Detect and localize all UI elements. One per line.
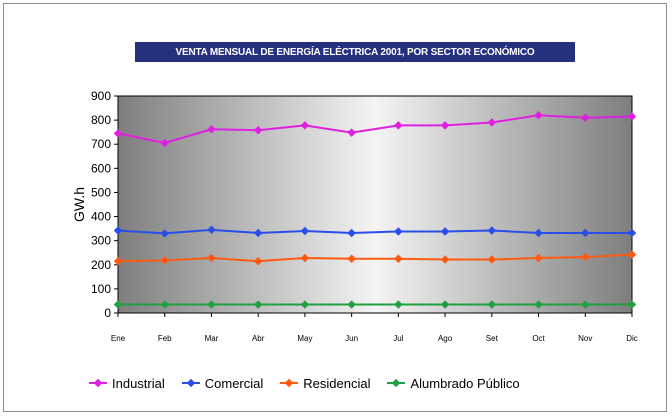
data-point xyxy=(253,125,263,135)
legend-label: Residencial xyxy=(303,375,371,391)
x-tick-label: Jul xyxy=(393,334,403,343)
x-tick-label: Nov xyxy=(578,334,592,343)
data-point xyxy=(440,227,450,236)
legend-item: Industrial xyxy=(88,376,165,391)
legend-item: Residencial xyxy=(279,376,370,391)
data-point xyxy=(534,300,543,309)
data-point xyxy=(487,118,497,127)
x-tick-label: May xyxy=(297,334,312,343)
series-line xyxy=(117,253,633,263)
data-point xyxy=(207,125,216,134)
data-point xyxy=(113,256,123,266)
x-tick-label: Mar xyxy=(205,334,219,343)
legend-swatch xyxy=(181,378,200,388)
data-point xyxy=(207,225,216,235)
y-axis-label: GW.h xyxy=(71,187,87,222)
data-point xyxy=(253,300,263,309)
data-point xyxy=(487,300,497,309)
legend-swatch xyxy=(387,378,406,388)
data-point xyxy=(253,256,263,266)
data-point xyxy=(253,228,263,238)
data-point xyxy=(581,300,590,309)
data-point xyxy=(394,227,403,236)
legend-item: Alumbrado Público xyxy=(386,375,520,391)
chart-title: VENTA MENSUAL DE ENERGÍA ELÉCTRICA 2001,… xyxy=(135,42,575,62)
data-point xyxy=(394,121,403,130)
data-point xyxy=(300,226,310,236)
data-point xyxy=(440,300,450,309)
y-tick-label: 0 xyxy=(104,306,111,320)
y-tick-label: 700 xyxy=(91,137,111,151)
x-tick-label: Set xyxy=(486,334,499,343)
y-tick-label: 500 xyxy=(91,185,111,199)
x-tick-label: Feb xyxy=(158,334,172,343)
data-point xyxy=(347,228,356,238)
data-point xyxy=(300,300,310,309)
data-point xyxy=(160,300,169,309)
data-point xyxy=(347,300,356,309)
data-point xyxy=(160,138,169,148)
data-point xyxy=(440,255,450,264)
legend-item: Comercial xyxy=(181,375,264,391)
data-point xyxy=(113,129,123,138)
data-point xyxy=(627,300,637,309)
data-point xyxy=(113,300,123,309)
legend-label: Industrial xyxy=(112,375,165,391)
data-point xyxy=(394,254,403,263)
data-point xyxy=(487,255,497,264)
x-tick-label: Oct xyxy=(532,334,545,343)
x-tick-label: Abr xyxy=(252,334,265,343)
data-point xyxy=(347,128,356,137)
y-tick-label: 200 xyxy=(91,258,111,272)
data-point xyxy=(440,121,450,130)
y-tick-label: 800 xyxy=(91,113,111,127)
legend-swatch xyxy=(89,378,107,388)
legend-label: Alumbrado Público xyxy=(410,375,520,391)
series-line xyxy=(117,228,632,235)
data-point xyxy=(487,226,497,235)
y-tick-label: 400 xyxy=(91,210,111,224)
legend-swatch xyxy=(280,378,299,388)
data-point xyxy=(394,300,403,309)
data-point xyxy=(347,254,356,263)
data-point xyxy=(207,253,216,263)
chart-legend: Industrial Comercial Residencial Alumbrado … xyxy=(88,373,648,393)
legend-label: Comercial xyxy=(204,375,264,391)
x-tick-label: Dic xyxy=(626,334,638,343)
series-line xyxy=(117,114,633,145)
data-point xyxy=(160,256,169,265)
data-point xyxy=(113,226,123,235)
y-tick-label: 100 xyxy=(91,282,111,296)
data-point xyxy=(160,229,169,238)
data-point xyxy=(300,253,310,263)
y-tick-label: 600 xyxy=(91,161,111,175)
data-point xyxy=(300,121,310,130)
x-tick-label: Jun xyxy=(345,334,358,343)
x-tick-label: Ago xyxy=(438,334,453,343)
y-tick-label: 300 xyxy=(91,234,111,248)
data-point xyxy=(207,300,216,309)
x-tick-label: Ene xyxy=(111,334,126,343)
y-tick-label: 900 xyxy=(91,89,111,103)
